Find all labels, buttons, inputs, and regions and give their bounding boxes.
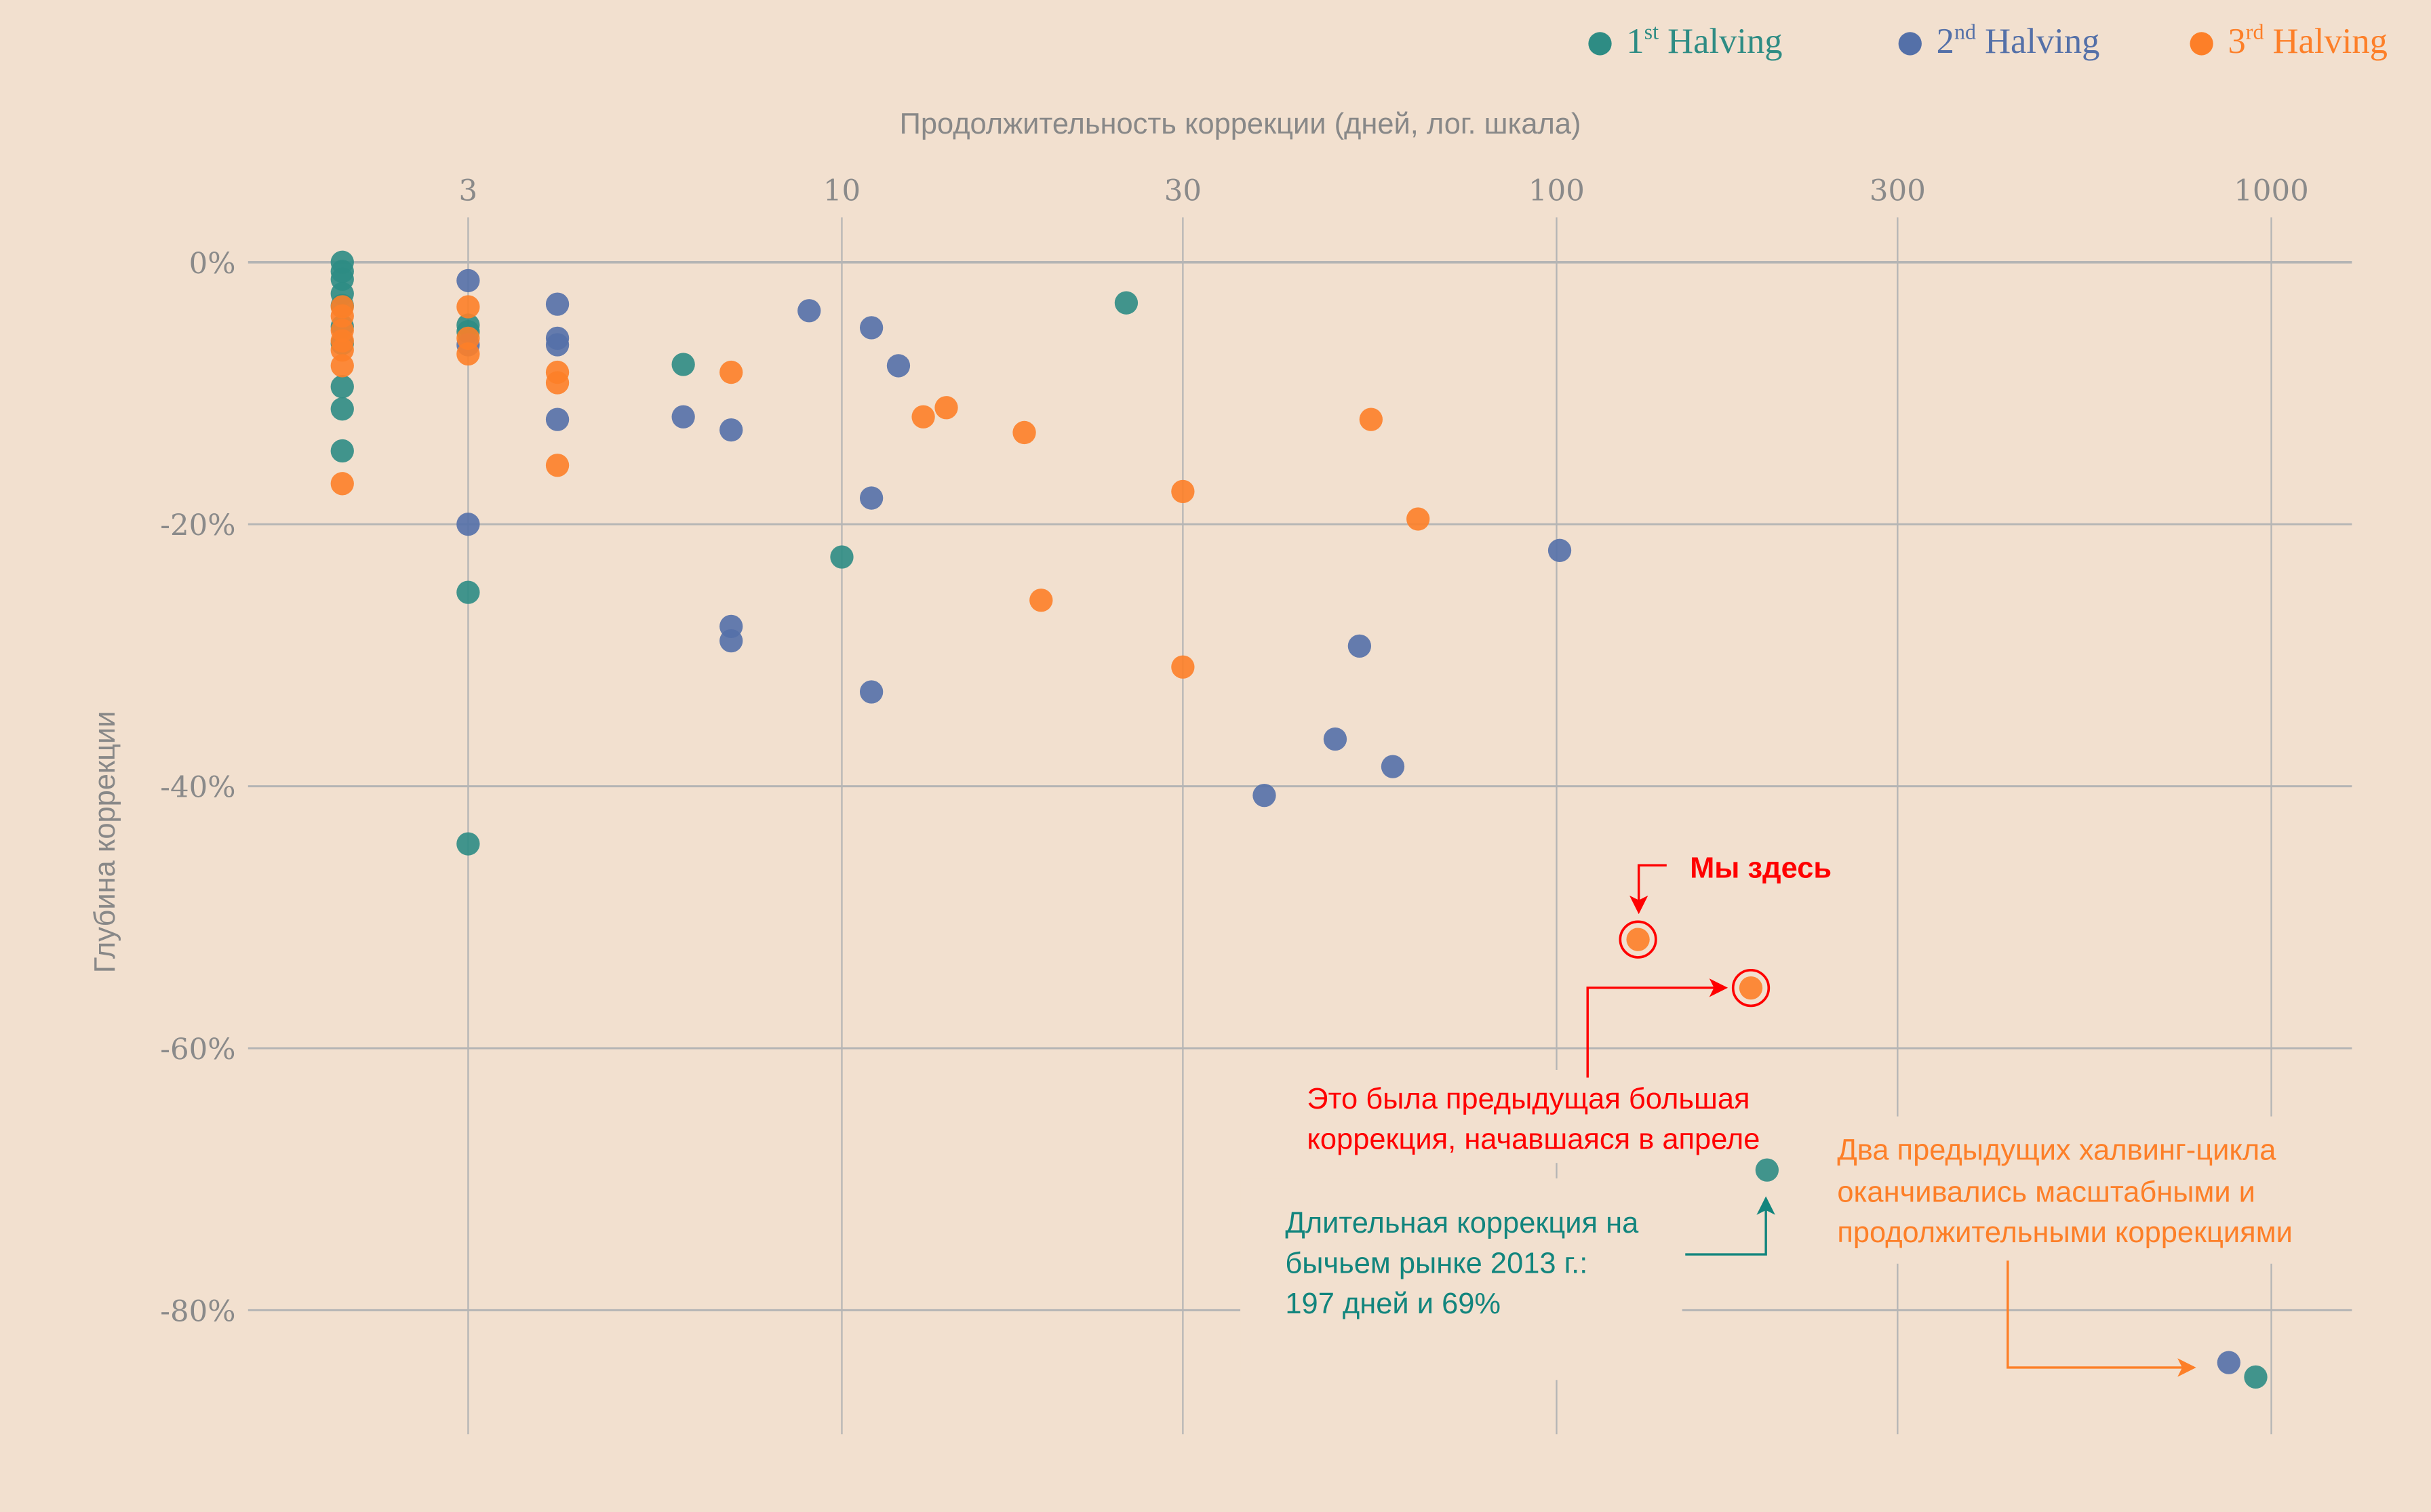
data-point: [797, 299, 821, 323]
data-point: [456, 342, 480, 366]
data-point: [330, 354, 354, 378]
data-point: [1323, 727, 1347, 751]
legend: 1st Halving 2nd Halving 3rd Halving: [1588, 20, 2388, 62]
data-point: [934, 396, 958, 420]
y-tick-label: -80%: [160, 1294, 235, 1328]
data-point: [545, 333, 570, 357]
annotation-previous-line2: коррекция, начавшаяся в апреле: [1307, 1123, 1760, 1156]
x-tick-labels: 3 10 30 100 300 1000: [459, 174, 2309, 207]
data-point: [719, 418, 743, 442]
data-point: [671, 405, 695, 429]
legend-marker: [2190, 32, 2213, 56]
data-point: [719, 360, 743, 384]
data-point: [330, 375, 354, 399]
two-cycles-arrow: [2007, 1260, 2196, 1377]
y-tick-labels: 0% -20% -40% -60% -80%: [160, 247, 235, 1329]
data-point: [1547, 538, 1572, 562]
data-point: [719, 629, 743, 653]
data-point: [859, 680, 884, 704]
data-point: [545, 292, 570, 316]
previous-correction-arrow: [1586, 978, 1728, 1078]
data-point: [1114, 291, 1139, 315]
legend-marker: [1898, 32, 1922, 56]
highlight-ring: [1619, 920, 1657, 959]
legend-label: 3rd Halving: [2228, 20, 2388, 62]
annotation-bull-line3: 197 дней и 69%: [1285, 1288, 1501, 1320]
annotation-here: Мы здесь: [1690, 852, 1832, 884]
data-point: [2244, 1365, 2268, 1389]
y-tick-label: 0%: [189, 247, 236, 281]
annotation-two-cycles-line3: продолжительными коррекциями: [1837, 1216, 2293, 1249]
highlight-rings: [1619, 920, 1771, 1008]
data-point: [859, 486, 884, 510]
grid: [248, 217, 2352, 1435]
data-point: [1381, 755, 1405, 778]
legend-item: 2nd Halving: [1898, 20, 2100, 62]
x-tick-label: 100: [1528, 174, 1585, 207]
data-point: [330, 439, 354, 463]
y-tick-label: -40%: [160, 771, 235, 805]
annotation-two-cycles-line1: Два предыдущих халвинг-цикла: [1837, 1134, 2276, 1167]
data-point: [1252, 783, 1276, 808]
annotation-bull-line1: Длительная коррекция на: [1285, 1207, 1639, 1239]
x-axis-title: Продолжительность коррекции (дней, лог. …: [900, 108, 1581, 140]
y-tick-label: -60%: [160, 1033, 235, 1067]
data-point: [330, 397, 354, 421]
data-point: [859, 316, 884, 340]
legend-item: 3rd Halving: [2190, 20, 2388, 62]
data-point: [1347, 634, 1372, 658]
data-point: [1171, 655, 1195, 679]
legend-label: 2nd Halving: [1937, 20, 2100, 62]
highlight-ring: [1731, 968, 1771, 1008]
annotation-bg: [1286, 1069, 1768, 1163]
data-point: [1755, 1158, 1779, 1182]
x-tick-label: 3: [459, 174, 478, 207]
annotation-bg: [1829, 1116, 2279, 1264]
data-point: [886, 354, 911, 378]
data-point: [456, 268, 480, 292]
data-points: [330, 250, 2268, 1389]
data-point: [456, 513, 480, 536]
data-point: [911, 405, 935, 429]
data-point: [330, 472, 354, 496]
x-tick-label: 300: [1870, 174, 1926, 207]
data-point: [1029, 589, 1053, 612]
data-point: [1739, 976, 1763, 1000]
data-point: [1406, 507, 1430, 531]
data-point: [1359, 407, 1383, 431]
y-tick-label: -20%: [160, 509, 235, 542]
data-point: [545, 371, 570, 395]
x-tick-label: 10: [823, 174, 861, 207]
data-point: [1012, 420, 1036, 445]
annotation-bg: [1240, 1178, 1682, 1380]
data-point: [671, 353, 695, 376]
legend-marker: [1588, 32, 1612, 56]
data-point: [545, 407, 570, 431]
data-point: [456, 580, 480, 604]
data-point: [1626, 928, 1650, 951]
data-point: [545, 454, 570, 477]
data-point: [1171, 479, 1195, 504]
data-point: [456, 832, 480, 856]
annotation-two-cycles-line2: оканчивались масштабными и: [1837, 1176, 2255, 1208]
data-point: [456, 295, 480, 319]
legend-label: 1st Halving: [1626, 20, 1782, 62]
annotation-bull-line2: бычьем рынке 2013 г.:: [1285, 1247, 1587, 1279]
data-point: [2217, 1351, 2240, 1374]
x-tick-label: 1000: [2234, 174, 2309, 207]
bull-market-arrow: [1685, 1196, 1775, 1256]
here-arrow: [1629, 864, 1667, 915]
data-point: [830, 545, 854, 569]
y-axis-title: Глубина коррекции: [89, 711, 121, 974]
annotation-previous-line1: Это была предыдущая большая: [1307, 1083, 1750, 1115]
x-tick-label: 30: [1164, 174, 1202, 207]
legend-item: 1st Halving: [1588, 20, 1783, 62]
